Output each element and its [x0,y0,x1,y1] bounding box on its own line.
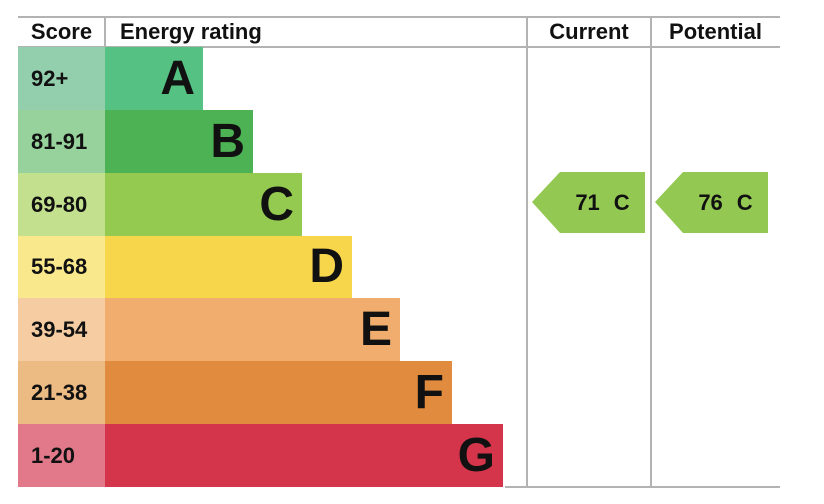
band-bar: E [105,298,400,361]
score-range-cell: 21-38 [18,361,105,424]
score-range-label: 81-91 [31,128,88,154]
score-range-label: 1-20 [31,442,76,468]
potential-rating-value: 76 [698,189,723,215]
potential-column-divider [650,17,652,487]
band-letter-label: D [309,240,344,293]
energy-rating-column-header: Energy rating [120,19,262,44]
score-range-label: 39-54 [31,316,88,342]
rating-row: 55-68 D [18,236,352,298]
current-rating-arrow: 71 C [532,172,645,233]
rating-row: 81-91 B [18,110,253,173]
score-range-cell: 69-80 [18,173,105,236]
score-range-label: 92+ [31,65,69,91]
rating-row: 92+ A [18,47,203,110]
band-bar: C [105,173,302,236]
rating-row: 39-54 E [18,298,400,361]
band-bar: G [105,424,503,487]
band-bar: D [105,236,352,298]
band-letter-label: B [210,114,245,168]
current-rating-value: 71 [575,189,600,215]
score-range-cell: 55-68 [18,236,105,298]
rating-row: 1-20 G [18,424,503,487]
score-range-label: 69-80 [31,191,88,217]
potential-column-header: Potential [669,19,762,44]
band-bar: F [105,361,452,424]
band-letter-label: F [414,365,444,419]
score-range-label: 21-38 [31,379,88,405]
arrow-left-tip-icon [655,172,683,233]
score-range-cell: 81-91 [18,110,105,173]
score-range-cell: 1-20 [18,424,105,487]
arrow-left-tip-icon [532,172,560,233]
band-letter-label: A [160,51,195,105]
band-bar: B [105,110,253,173]
header-underline [18,46,780,48]
potential-rating-arrow: 76 C [655,172,768,233]
current-rating-band: C [613,189,630,215]
rating-row: 69-80 C [18,173,302,236]
rating-row: 21-38 F [18,361,452,424]
score-column-header: Score [30,19,93,44]
band-letter-label: G [457,428,495,482]
current-column-divider [526,17,528,487]
band-bar: A [105,47,203,110]
score-range-cell: 92+ [18,47,105,110]
band-letter-label: C [259,177,294,231]
potential-rating-band: C [736,189,753,215]
score-range-cell: 39-54 [18,298,105,361]
band-letter-label: E [359,302,392,356]
chart-bottom-border [505,486,780,488]
current-column-header: Current [549,19,629,44]
score-range-label: 55-68 [31,254,88,279]
score-column-divider [104,17,106,47]
chart-top-border [18,16,780,18]
